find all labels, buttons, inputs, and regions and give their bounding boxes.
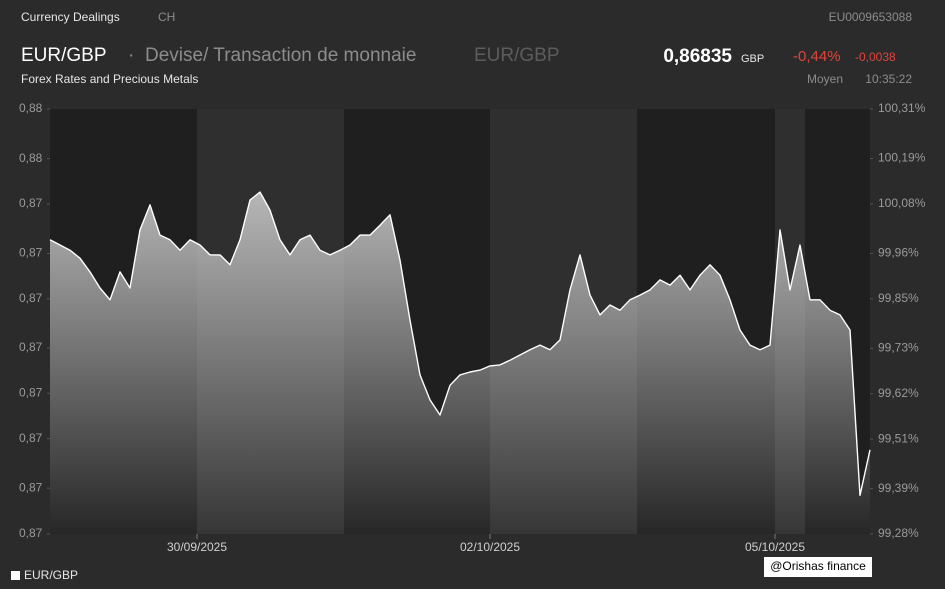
plot: 0,87 0,87 0,87 0,87 0,87 0,87 0,87 0,87 0,88 0,88… (19, 101, 926, 554)
x-tick-label: 30/09/2025 (167, 540, 227, 554)
y-tick-label: 0,87 (19, 526, 43, 540)
y-tick-label: 0,87 (19, 340, 43, 354)
category: Currency Dealings (21, 10, 120, 24)
symbol: EUR/GBP (21, 45, 107, 66)
y-tick-label: 0,87 (19, 196, 43, 210)
y2-tick-label: 100,19% (878, 151, 926, 165)
isin: EU0009653088 (829, 10, 913, 24)
y-tick-label: 0,88 (19, 151, 43, 165)
y-tick-label: 0,87 (19, 431, 43, 445)
country: CH (158, 10, 175, 24)
symbol-secondary: EUR/GBP (474, 45, 560, 66)
y2-tick-label: 99,85% (878, 291, 919, 305)
y2-tick-label: 99,39% (878, 481, 919, 495)
price: 0,86835 (663, 46, 732, 67)
currency: GBP (741, 53, 764, 65)
watermark-box (764, 557, 872, 577)
y-tick-label: 0,88 (19, 101, 43, 115)
line (49, 191, 871, 496)
y2-tick-label: 99,28% (878, 526, 919, 540)
legend-label[interactable]: EUR/GBP (24, 568, 78, 582)
y2-tick-label: 100,31% (878, 101, 926, 115)
y-tick-label: 0,87 (19, 480, 43, 494)
change-pct: -0,44% (793, 48, 841, 65)
y-tick-label: 0,87 (19, 385, 43, 399)
area (50, 192, 870, 534)
y-tick-label: 0,87 (19, 291, 43, 305)
watermark: @Orishas finance (770, 559, 866, 573)
y2-tick-label: 99,51% (878, 431, 919, 445)
price-type: Moyen (807, 72, 843, 86)
subtitle: Forex Rates and Precious Metals (21, 72, 198, 86)
y2-tick-label: 100,08% (878, 196, 926, 210)
x-tick-label: 02/10/2025 (460, 540, 520, 554)
x-tick-label: 05/10/2025 (745, 540, 805, 554)
instrument-name: Devise/ Transaction de monnaie (145, 45, 416, 66)
separator: · (128, 45, 134, 66)
legend-swatch (11, 571, 20, 580)
y2-tick-label: 99,96% (878, 246, 919, 260)
y2-tick-label: 99,73% (878, 340, 919, 354)
change: -0,0038 (855, 50, 896, 64)
time: 10:35:22 (865, 72, 912, 86)
y2-tick-label: 99,62% (878, 386, 919, 400)
y-tick-label: 0,87 (19, 246, 43, 260)
